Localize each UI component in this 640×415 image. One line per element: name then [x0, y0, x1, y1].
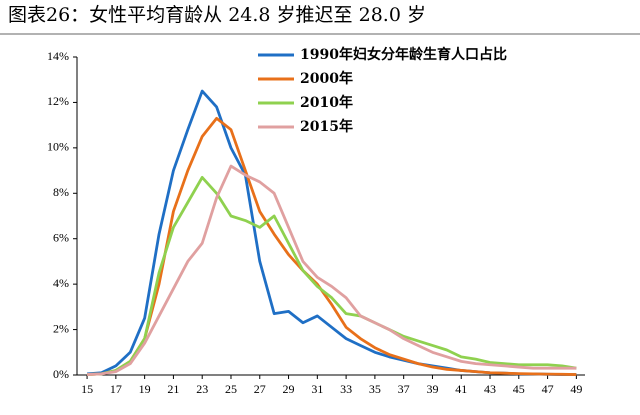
- y-tick-label: 10%: [47, 140, 69, 154]
- chart-title: 图表26：女性平均育龄从 24.8 岁推迟至 28.0 岁: [8, 4, 426, 26]
- x-tick-label: 43: [484, 382, 496, 396]
- x-tick-label: 27: [254, 382, 266, 396]
- x-tick-label: 19: [139, 382, 151, 396]
- y-tick-label: 8%: [53, 185, 69, 199]
- x-tick-label: 31: [311, 382, 323, 396]
- x-tick-label: 41: [455, 382, 467, 396]
- legend-label: 2010年: [300, 94, 353, 111]
- legend-label: 2015年: [300, 118, 353, 135]
- x-tick-label: 29: [283, 382, 295, 396]
- x-tick-label: 21: [167, 382, 179, 396]
- y-tick-label: 2%: [53, 321, 69, 335]
- x-tick-label: 39: [426, 382, 438, 396]
- y-tick-label: 14%: [47, 49, 69, 63]
- x-tick-label: 17: [110, 382, 122, 396]
- y-tick-label: 4%: [53, 276, 69, 290]
- x-tick-label: 33: [340, 382, 352, 396]
- series-line: [87, 164, 577, 376]
- x-tick-label: 25: [225, 382, 237, 396]
- legend-label: 2000年: [300, 70, 353, 87]
- legend-label: 1990年妇女分年龄生育人口占比: [300, 46, 507, 63]
- x-tick-label: 15: [81, 382, 93, 396]
- series-line: [87, 175, 577, 376]
- y-tick-label: 6%: [53, 230, 69, 244]
- x-tick-label: 47: [542, 382, 554, 396]
- x-tick-label: 35: [369, 382, 381, 396]
- y-tick-label: 12%: [47, 94, 69, 108]
- y-tick-label: 0%: [53, 367, 69, 381]
- x-tick-label: 23: [196, 382, 208, 396]
- x-tick-label: 49: [570, 382, 582, 396]
- series-line: [87, 116, 577, 376]
- x-tick-label: 45: [513, 382, 525, 396]
- x-tick-label: 37: [398, 382, 410, 396]
